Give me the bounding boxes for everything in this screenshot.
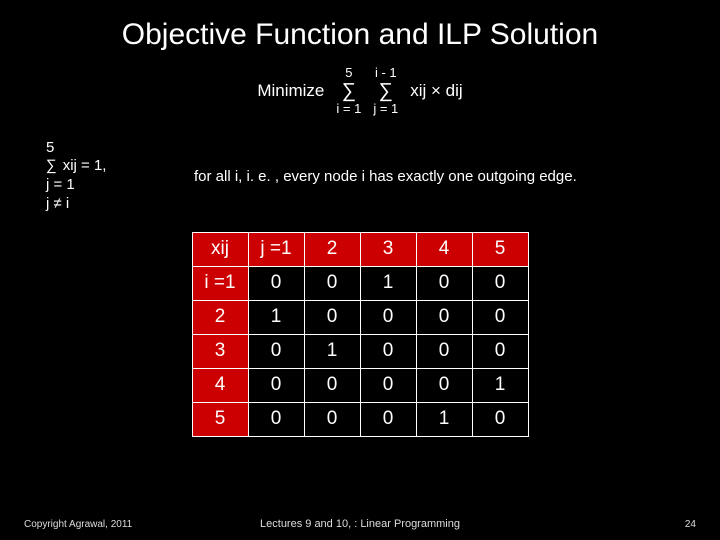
constraint-lower1: j = 1 <box>46 176 75 195</box>
table-row: 3 0 1 0 0 0 <box>192 334 528 368</box>
row-header: 2 <box>192 300 248 334</box>
minimize-label: Minimize <box>257 81 324 101</box>
constraint-upper: 5 <box>46 139 54 158</box>
matrix-cell: 0 <box>472 300 528 334</box>
matrix-cell: 0 <box>416 334 472 368</box>
row-header: i =1 <box>192 266 248 300</box>
table-header-row: xij j =1 2 3 4 5 <box>192 232 528 266</box>
matrix-cell: 0 <box>360 300 416 334</box>
row-header: 3 <box>192 334 248 368</box>
matrix-cell: 0 <box>472 334 528 368</box>
sum1-lower: i = 1 <box>336 102 361 116</box>
col-header: 3 <box>360 232 416 266</box>
constraint-sigma: ∑ <box>46 157 57 176</box>
matrix-cell: 0 <box>360 402 416 436</box>
matrix-cell: 0 <box>248 266 304 300</box>
sum1-upper: 5 <box>345 66 352 80</box>
table-row: 2 1 0 0 0 0 <box>192 300 528 334</box>
col-header: j =1 <box>248 232 304 266</box>
col-header: 2 <box>304 232 360 266</box>
matrix-cell: 0 <box>472 266 528 300</box>
matrix-corner: xij <box>192 232 248 266</box>
matrix-cell: 1 <box>304 334 360 368</box>
matrix-cell: 1 <box>360 266 416 300</box>
matrix-cell: 0 <box>416 300 472 334</box>
matrix-cell: 1 <box>472 368 528 402</box>
col-header: 5 <box>472 232 528 266</box>
constraint-eq: xij = 1, <box>63 157 107 176</box>
matrix-cell: 0 <box>304 266 360 300</box>
footer: Copyright Agrawal, 2011 Lectures 9 and 1… <box>0 519 720 530</box>
matrix-cell: 0 <box>248 368 304 402</box>
slide-title: Objective Function and ILP Solution <box>0 0 720 62</box>
row-header: 5 <box>192 402 248 436</box>
footer-right: 24 <box>685 519 696 530</box>
sum1-sigma: ∑ <box>342 80 356 102</box>
objective-function: Minimize 5 ∑ i = 1 i - 1 ∑ j = 1 xij × d… <box>0 66 720 117</box>
solution-matrix: xij j =1 2 3 4 5 i =1 0 0 1 0 0 2 1 0 0 … <box>192 232 529 437</box>
matrix-cell: 0 <box>360 368 416 402</box>
matrix-cell: 1 <box>416 402 472 436</box>
matrix-cell: 1 <box>248 300 304 334</box>
matrix-cell: 0 <box>304 300 360 334</box>
sum2-sigma: ∑ <box>379 80 393 102</box>
matrix-cell: 0 <box>248 402 304 436</box>
footer-center: Lectures 9 and 10, : Linear Programming <box>260 518 460 530</box>
matrix-cell: 0 <box>360 334 416 368</box>
table-row: i =1 0 0 1 0 0 <box>192 266 528 300</box>
matrix-cell: 0 <box>416 368 472 402</box>
row-header: 4 <box>192 368 248 402</box>
sum-block-1: 5 ∑ i = 1 <box>336 66 361 117</box>
matrix-cell: 0 <box>304 402 360 436</box>
constraint-left: 5 ∑ xij = 1, j = 1 j ≠ i <box>46 139 186 214</box>
sum2-upper: i - 1 <box>375 66 397 80</box>
table-row: 4 0 0 0 0 1 <box>192 368 528 402</box>
matrix-cell: 0 <box>304 368 360 402</box>
objective-expr: xij × dij <box>410 81 462 101</box>
constraint-lower2: j ≠ i <box>46 195 69 214</box>
matrix-cell: 0 <box>472 402 528 436</box>
constraint-row: 5 ∑ xij = 1, j = 1 j ≠ i for all i, i. e… <box>0 139 720 214</box>
sum-block-2: i - 1 ∑ j = 1 <box>373 66 398 117</box>
sum2-lower: j = 1 <box>373 102 398 116</box>
col-header: 4 <box>416 232 472 266</box>
constraint-text: for all i, i. e. , every node i has exac… <box>186 168 577 185</box>
matrix-cell: 0 <box>416 266 472 300</box>
matrix-cell: 0 <box>248 334 304 368</box>
footer-left: Copyright Agrawal, 2011 <box>24 519 132 530</box>
table-row: 5 0 0 0 1 0 <box>192 402 528 436</box>
matrix-wrap: xij j =1 2 3 4 5 i =1 0 0 1 0 0 2 1 0 0 … <box>0 232 720 437</box>
